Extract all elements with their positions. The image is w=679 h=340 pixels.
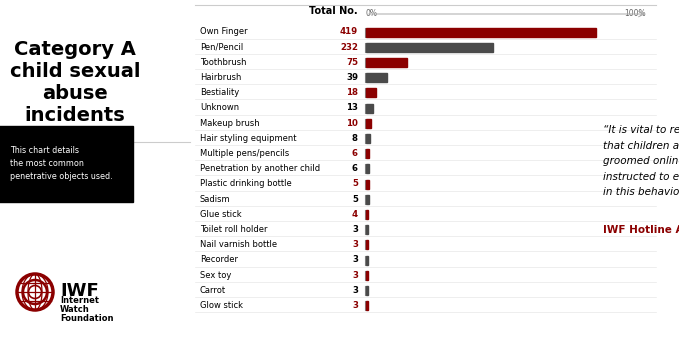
Text: IWF Hotline Analyst: IWF Hotline Analyst: [603, 225, 679, 235]
Bar: [366, 271, 367, 280]
Text: 232: 232: [340, 43, 358, 52]
Text: 6: 6: [352, 149, 358, 158]
Text: 3: 3: [352, 240, 358, 249]
Text: 6: 6: [352, 164, 358, 173]
Bar: [366, 225, 367, 234]
Text: 5: 5: [352, 180, 358, 188]
Bar: [366, 240, 367, 249]
Text: 3: 3: [352, 271, 358, 280]
Text: 0%: 0%: [366, 9, 378, 18]
Text: 5: 5: [352, 195, 358, 204]
Text: 3: 3: [352, 255, 358, 265]
Text: IWF: IWF: [60, 282, 98, 300]
Text: Plastic drinking bottle: Plastic drinking bottle: [200, 180, 292, 188]
Text: Glue stick: Glue stick: [200, 210, 242, 219]
Text: 100%: 100%: [625, 9, 646, 18]
Text: Category A: Category A: [14, 40, 136, 59]
Text: Hairbrush: Hairbrush: [200, 73, 241, 82]
Text: 75: 75: [346, 58, 358, 67]
Text: 39: 39: [346, 73, 358, 82]
Bar: [366, 255, 367, 265]
Text: Toilet roll holder: Toilet roll holder: [200, 225, 268, 234]
Text: Hair styling equipment: Hair styling equipment: [200, 134, 297, 143]
Bar: [366, 28, 596, 36]
Bar: [366, 43, 494, 52]
Text: Recorder: Recorder: [200, 255, 238, 265]
Bar: [366, 149, 369, 158]
Bar: [366, 164, 369, 173]
Bar: [366, 119, 371, 128]
Bar: [366, 301, 367, 310]
Text: 18: 18: [346, 88, 358, 97]
Text: (seen 3 times or more): (seen 3 times or more): [26, 130, 124, 139]
Text: 10: 10: [346, 119, 358, 128]
Text: Nail varnish bottle: Nail varnish bottle: [200, 240, 277, 249]
Text: Penetration by another child: Penetration by another child: [200, 164, 320, 173]
Text: Bestiality: Bestiality: [200, 88, 239, 97]
Bar: [366, 180, 369, 188]
Text: child sexual: child sexual: [10, 62, 141, 81]
Text: Internet: Internet: [60, 296, 99, 305]
Text: Toothbrush: Toothbrush: [200, 58, 246, 67]
Text: Unknown: Unknown: [200, 103, 239, 113]
Text: Makeup brush: Makeup brush: [200, 119, 259, 128]
Bar: [366, 103, 373, 113]
Bar: [366, 286, 367, 295]
Bar: [366, 210, 368, 219]
Text: Pen/Pencil: Pen/Pencil: [200, 43, 243, 52]
Text: Own Finger: Own Finger: [200, 28, 248, 36]
Bar: [366, 134, 370, 143]
Text: 3: 3: [352, 225, 358, 234]
Text: 419: 419: [340, 28, 358, 36]
Text: Glow stick: Glow stick: [200, 301, 243, 310]
Bar: [366, 195, 369, 204]
Text: incidents: incidents: [24, 106, 126, 125]
Bar: [366, 88, 376, 97]
Text: 4: 4: [352, 210, 358, 219]
Text: abuse: abuse: [42, 84, 108, 103]
Text: Multiple pens/pencils: Multiple pens/pencils: [200, 149, 289, 158]
Text: Carrot: Carrot: [200, 286, 226, 295]
Text: Sadism: Sadism: [200, 195, 231, 204]
Text: Sex toy: Sex toy: [200, 271, 232, 280]
Bar: [366, 58, 407, 67]
Text: Watch: Watch: [60, 305, 90, 314]
Bar: [366, 73, 388, 82]
Text: 13: 13: [346, 103, 358, 113]
Text: 8: 8: [352, 134, 358, 143]
Text: 3: 3: [352, 286, 358, 295]
Text: This chart details
the most common
penetrative objects used.: This chart details the most common penet…: [10, 146, 113, 182]
Text: “It is vital to remember
that children are being
groomed online and
instructed t: “It is vital to remember that children a…: [603, 125, 679, 198]
Text: 3: 3: [352, 301, 358, 310]
Text: Total No.: Total No.: [310, 6, 358, 16]
Text: Foundation: Foundation: [60, 314, 113, 323]
